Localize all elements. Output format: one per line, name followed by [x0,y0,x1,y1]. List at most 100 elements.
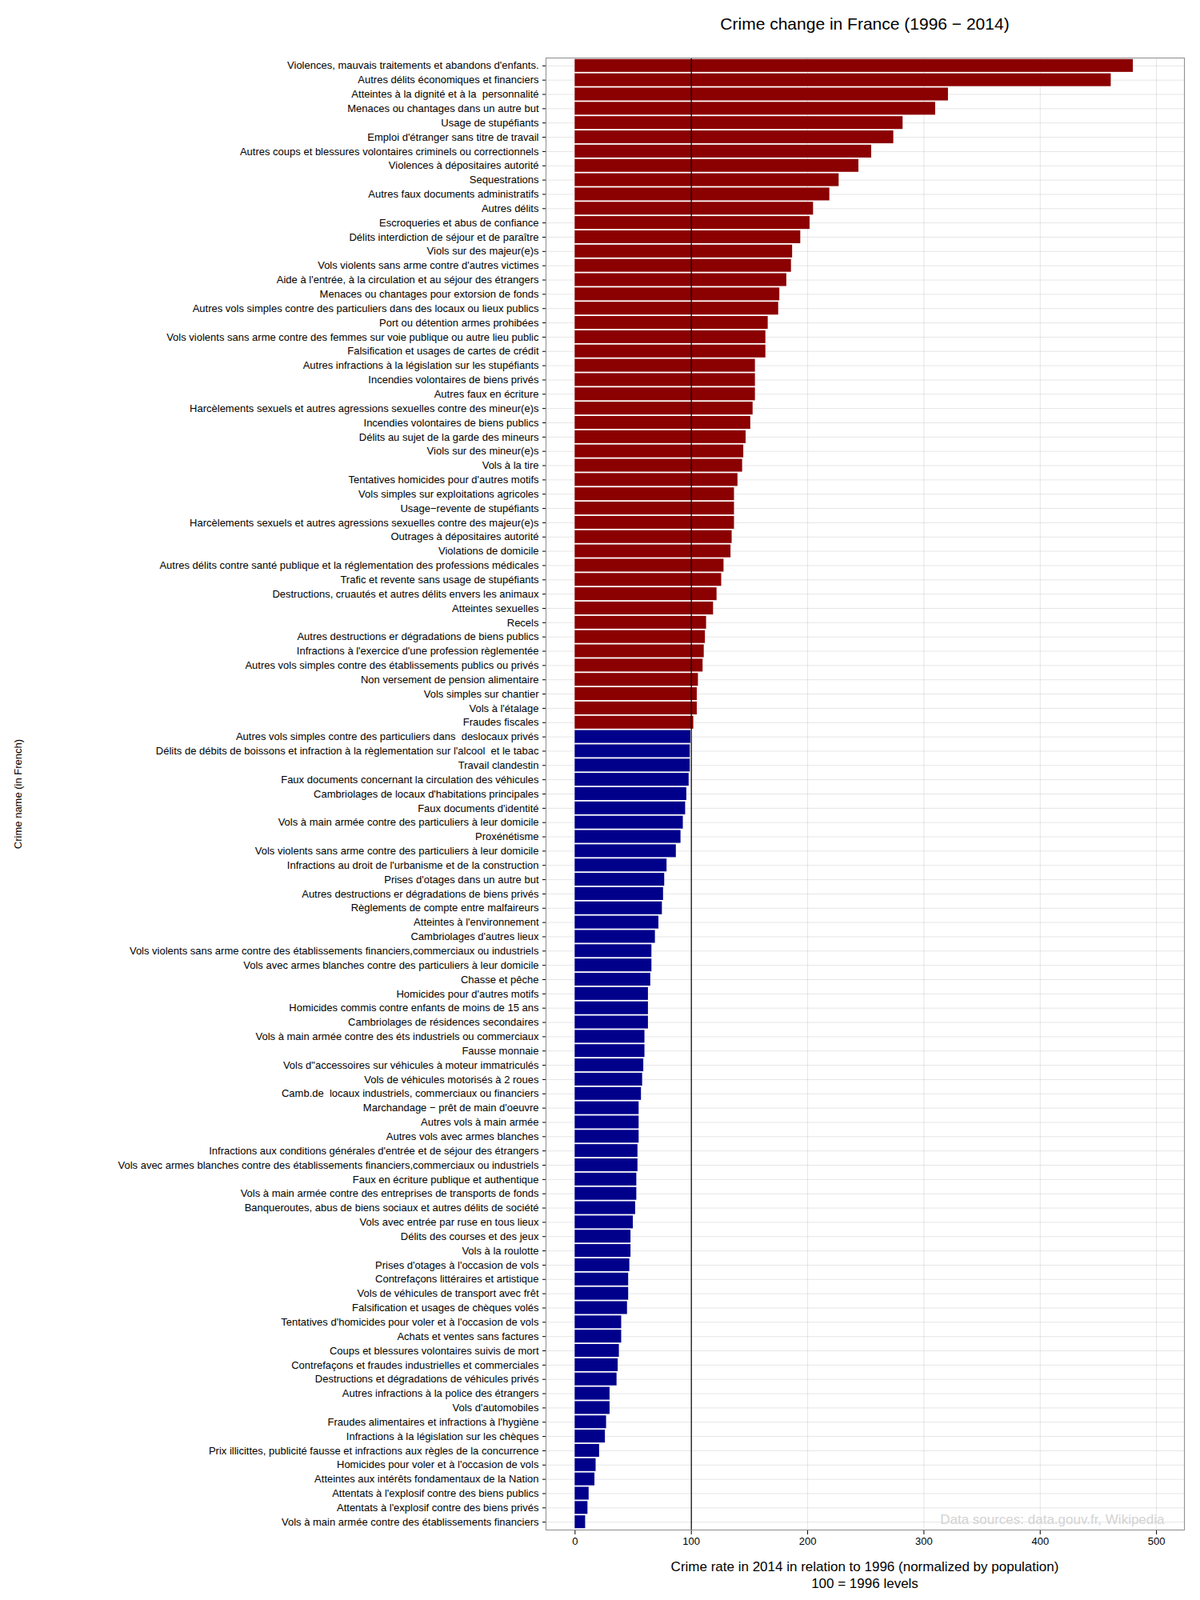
svg-text:300: 300 [915,1535,933,1548]
svg-text:Homicides pour voler et à l'oc: Homicides pour voler et à l'occasion de … [336,1458,540,1471]
svg-text:Outrages à dépositaires autori: Outrages à dépositaires autorité [391,530,540,543]
svg-text:Achats et ventes sans factures: Achats et ventes sans factures [396,1330,540,1343]
svg-text:Autres faux en écriture: Autres faux en écriture [434,388,540,400]
svg-text:Délits de débits de boissons e: Délits de débits de boissons et infracti… [156,744,540,757]
svg-text:Atteintes aux intérêts fondame: Atteintes aux intérêts fondamentaux de l… [314,1472,539,1485]
svg-text:Autres vols simples contre des: Autres vols simples contre des particuli… [236,730,540,743]
svg-text:Atteintes à la dignité et à la: Atteintes à la dignité et à la personnal… [351,88,539,100]
svg-text:Autres infractions à la législ: Autres infractions à la législation sur … [303,359,540,372]
svg-text:Data sources: data.gouv.fr, Wi: Data sources: data.gouv.fr, Wikipedia [940,1512,1165,1528]
svg-text:Faux documents concernant la c: Faux documents concernant la circulation… [280,773,540,786]
svg-text:Falsification et usages de chè: Falsification et usages de chèques volés [352,1301,540,1314]
svg-text:Délits interdiction de séjour: Délits interdiction de séjour et de para… [348,231,539,244]
svg-text:Vols avec armes blanches contr: Vols avec armes blanches contre des part… [243,959,539,972]
svg-text:Proxénétisme: Proxénétisme [475,830,539,843]
svg-text:Marchandage − prêt de main d'o: Marchandage − prêt de main d'oeuvre [363,1101,540,1114]
svg-text:Violences, mauvais traitements: Violences, mauvais traitements et abando… [287,59,539,72]
svg-text:Destructions, cruautés et autr: Destructions, cruautés et autres délits … [272,588,540,600]
svg-text:Délits au sujet de la garde de: Délits au sujet de la garde des mineurs [359,430,540,443]
svg-text:Fraudes fiscales: Fraudes fiscales [463,716,540,728]
svg-text:Violations de domicile: Violations de domicile [438,544,540,557]
svg-text:Incendies volontaires de biens: Incendies volontaires de biens privés [368,373,540,386]
svg-text:Autres délits économiques et f: Autres délits économiques et financiers [357,73,540,86]
svg-text:Aide à l'entrée, à la circulat: Aide à l'entrée, à la circulation et au … [276,273,540,286]
svg-text:Fausse monnaie: Fausse monnaie [461,1044,539,1057]
svg-text:Vols simples sur exploitations: Vols simples sur exploitations agricoles [358,488,540,500]
svg-text:Destructions et dégradations d: Destructions et dégradations de véhicule… [315,1372,540,1385]
svg-text:Fraudes alimentaires et infrac: Fraudes alimentaires et infractions à l'… [327,1416,539,1428]
svg-text:Vols avec entrée par ruse en t: Vols avec entrée par ruse en tous lieux [359,1216,540,1228]
svg-text:500: 500 [1148,1535,1166,1548]
svg-text:Vols à la tire: Vols à la tire [482,459,540,472]
svg-text:Vols de véhicules de transport: Vols de véhicules de transport avec frêt [357,1287,540,1300]
svg-text:Vols violents sans arme contre: Vols violents sans arme contre des femme… [166,331,540,344]
svg-text:Prises d'otages dans un autre: Prises d'otages dans un autre but [384,873,540,886]
svg-text:Autres vols simples contre des: Autres vols simples contre des particuli… [192,302,540,315]
svg-text:Tentatives d'homicides pour vo: Tentatives d'homicides pour voler et à l… [280,1316,540,1328]
svg-text:100: 100 [682,1535,700,1548]
svg-text:Vols à la roulotte: Vols à la roulotte [461,1244,539,1257]
svg-text:Autres délits contre santé pub: Autres délits contre santé publique et l… [159,559,540,572]
svg-text:Homicides pour d'autres motifs: Homicides pour d'autres motifs [396,988,540,1000]
svg-text:Autres vols à main armée: Autres vols à main armée [420,1116,539,1128]
svg-text:Viols sur des majeur(e)s: Viols sur des majeur(e)s [427,244,540,257]
svg-text:Cambriolages de locaux d'habit: Cambriolages de locaux d'habitations pri… [313,788,540,800]
svg-text:Vols violents sans arme contre: Vols violents sans arme contre des parti… [255,844,540,857]
svg-text:Vols à main armée contre des p: Vols à main armée contre des particulier… [278,816,540,828]
svg-text:Homicides commis contre enfant: Homicides commis contre enfants de moins… [288,1001,540,1014]
svg-text:Contrefaçons littéraires et ar: Contrefaçons littéraires et artistique [375,1272,539,1285]
svg-text:Faux documents d'identité: Faux documents d'identité [417,802,539,815]
svg-text:400: 400 [1031,1535,1049,1548]
svg-text:Infractions aux conditions gén: Infractions aux conditions générales d'e… [208,1144,540,1157]
svg-text:Vols à l'étalage: Vols à l'étalage [468,702,539,715]
svg-text:Emploi d'étranger sans titre d: Emploi d'étranger sans titre de travail [367,131,539,144]
svg-text:Attentats à l'explosif contre: Attentats à l'explosif contre des biens … [336,1501,540,1514]
svg-text:Vols à main armée contre des e: Vols à main armée contre des entreprises… [240,1187,540,1200]
svg-text:Vols d"accessoires sur véhicul: Vols d"accessoires sur véhicules à moteu… [283,1059,540,1072]
svg-text:0: 0 [572,1535,578,1548]
svg-text:Escroqueries et abus de confia: Escroqueries et abus de confiance [379,216,539,229]
svg-text:Prises d'otages à l'occasion d: Prises d'otages à l'occasion de vols [375,1259,540,1272]
svg-text:Vols à main armée contre des é: Vols à main armée contre des éts industr… [255,1030,540,1043]
svg-text:Sequestrations: Sequestrations [469,173,540,186]
svg-text:Vols simples sur chantier: Vols simples sur chantier [424,688,540,700]
svg-text:Harcèlements sexuels et autres: Harcèlements sexuels et autres agression… [189,402,540,415]
svg-text:Autres infractions à la police: Autres infractions à la police des étran… [342,1387,540,1400]
svg-text:Incendies volontaires de biens: Incendies volontaires de biens publics [364,416,540,429]
svg-text:Usage de stupéfiants: Usage de stupéfiants [440,116,540,129]
svg-text:Infractions au droit de l'urba: Infractions au droit de l'urbanisme et d… [287,859,540,872]
svg-text:Cambriolages d'autres lieux: Cambriolages d'autres lieux [410,930,540,943]
svg-text:Vols d'automobiles: Vols d'automobiles [452,1401,540,1414]
svg-text:Coups et blessures volontaires: Coups et blessures volontaires suivis de… [329,1344,540,1357]
svg-text:200: 200 [799,1535,817,1548]
svg-text:Falsification et usages de car: Falsification et usages de cartes de cré… [347,344,540,357]
svg-text:Vols violents sans arme contre: Vols violents sans arme contre d'autres … [317,259,540,272]
svg-text:Chasse et pêche: Chasse et pêche [460,973,540,986]
svg-text:Autres destructions er dégrada: Autres destructions er dégradations de b… [301,888,540,900]
svg-text:Port ou détention armes prohib: Port ou détention armes prohibées [379,316,540,329]
svg-text:Autres coups et blessures volo: Autres coups et blessures volontaires cr… [240,145,540,158]
svg-text:Autres délits: Autres délits [481,202,540,215]
svg-text:Autres faux documents administ: Autres faux documents administratifs [368,188,540,200]
svg-text:Harcèlements sexuels et autres: Harcèlements sexuels et autres agression… [189,516,540,529]
svg-text:Recels: Recels [507,616,540,628]
svg-text:Trafic et revente sans usage d: Trafic et revente sans usage de stupéfia… [340,573,540,586]
svg-text:Travail clandestin: Travail clandestin [458,759,540,772]
svg-text:Banqueroutes, abus de biens so: Banqueroutes, abus de biens sociaux et a… [244,1201,540,1214]
svg-text:Non versement de pension alime: Non versement de pension alimentaire [360,673,540,686]
svg-text:Infractions à la législation s: Infractions à la législation sur les chè… [346,1430,540,1443]
svg-text:Crime name (in French): Crime name (in French) [12,739,24,849]
svg-text:Camb.de locaux industriels, c: Camb.de locaux industriels, commerciaux … [281,1087,540,1100]
svg-text:Menaces ou chantages dans un a: Menaces ou chantages dans un autre but [347,102,540,115]
svg-text:Vols à main armée contre des é: Vols à main armée contre des établisseme… [281,1516,540,1528]
svg-text:Attentats à l'explosif contre: Attentats à l'explosif contre des biens … [332,1487,540,1500]
svg-text:Atteintes à l'environnement: Atteintes à l'environnement [413,916,540,928]
svg-text:Vols de véhicules motorisés à: Vols de véhicules motorisés à 2 roues [364,1073,540,1086]
svg-text:Cambriolages de résidences sec: Cambriolages de résidences secondaires [348,1016,540,1028]
svg-text:Infractions à l'exercice d'une: Infractions à l'exercice d'une professio… [296,644,540,657]
svg-text:Violences à dépositaires autor: Violences à dépositaires autorité [388,159,540,172]
svg-text:Prix illicittes, publicité fau: Prix illicittes, publicité fausse et inf… [208,1444,540,1457]
svg-text:Vols violents sans arme contre: Vols violents sans arme contre des établ… [129,944,540,957]
svg-text:Vols avec armes blanches contr: Vols avec armes blanches contre des étab… [117,1159,540,1172]
svg-text:Tentatives homicides pour d'au: Tentatives homicides pour d'autres motif… [348,473,540,486]
